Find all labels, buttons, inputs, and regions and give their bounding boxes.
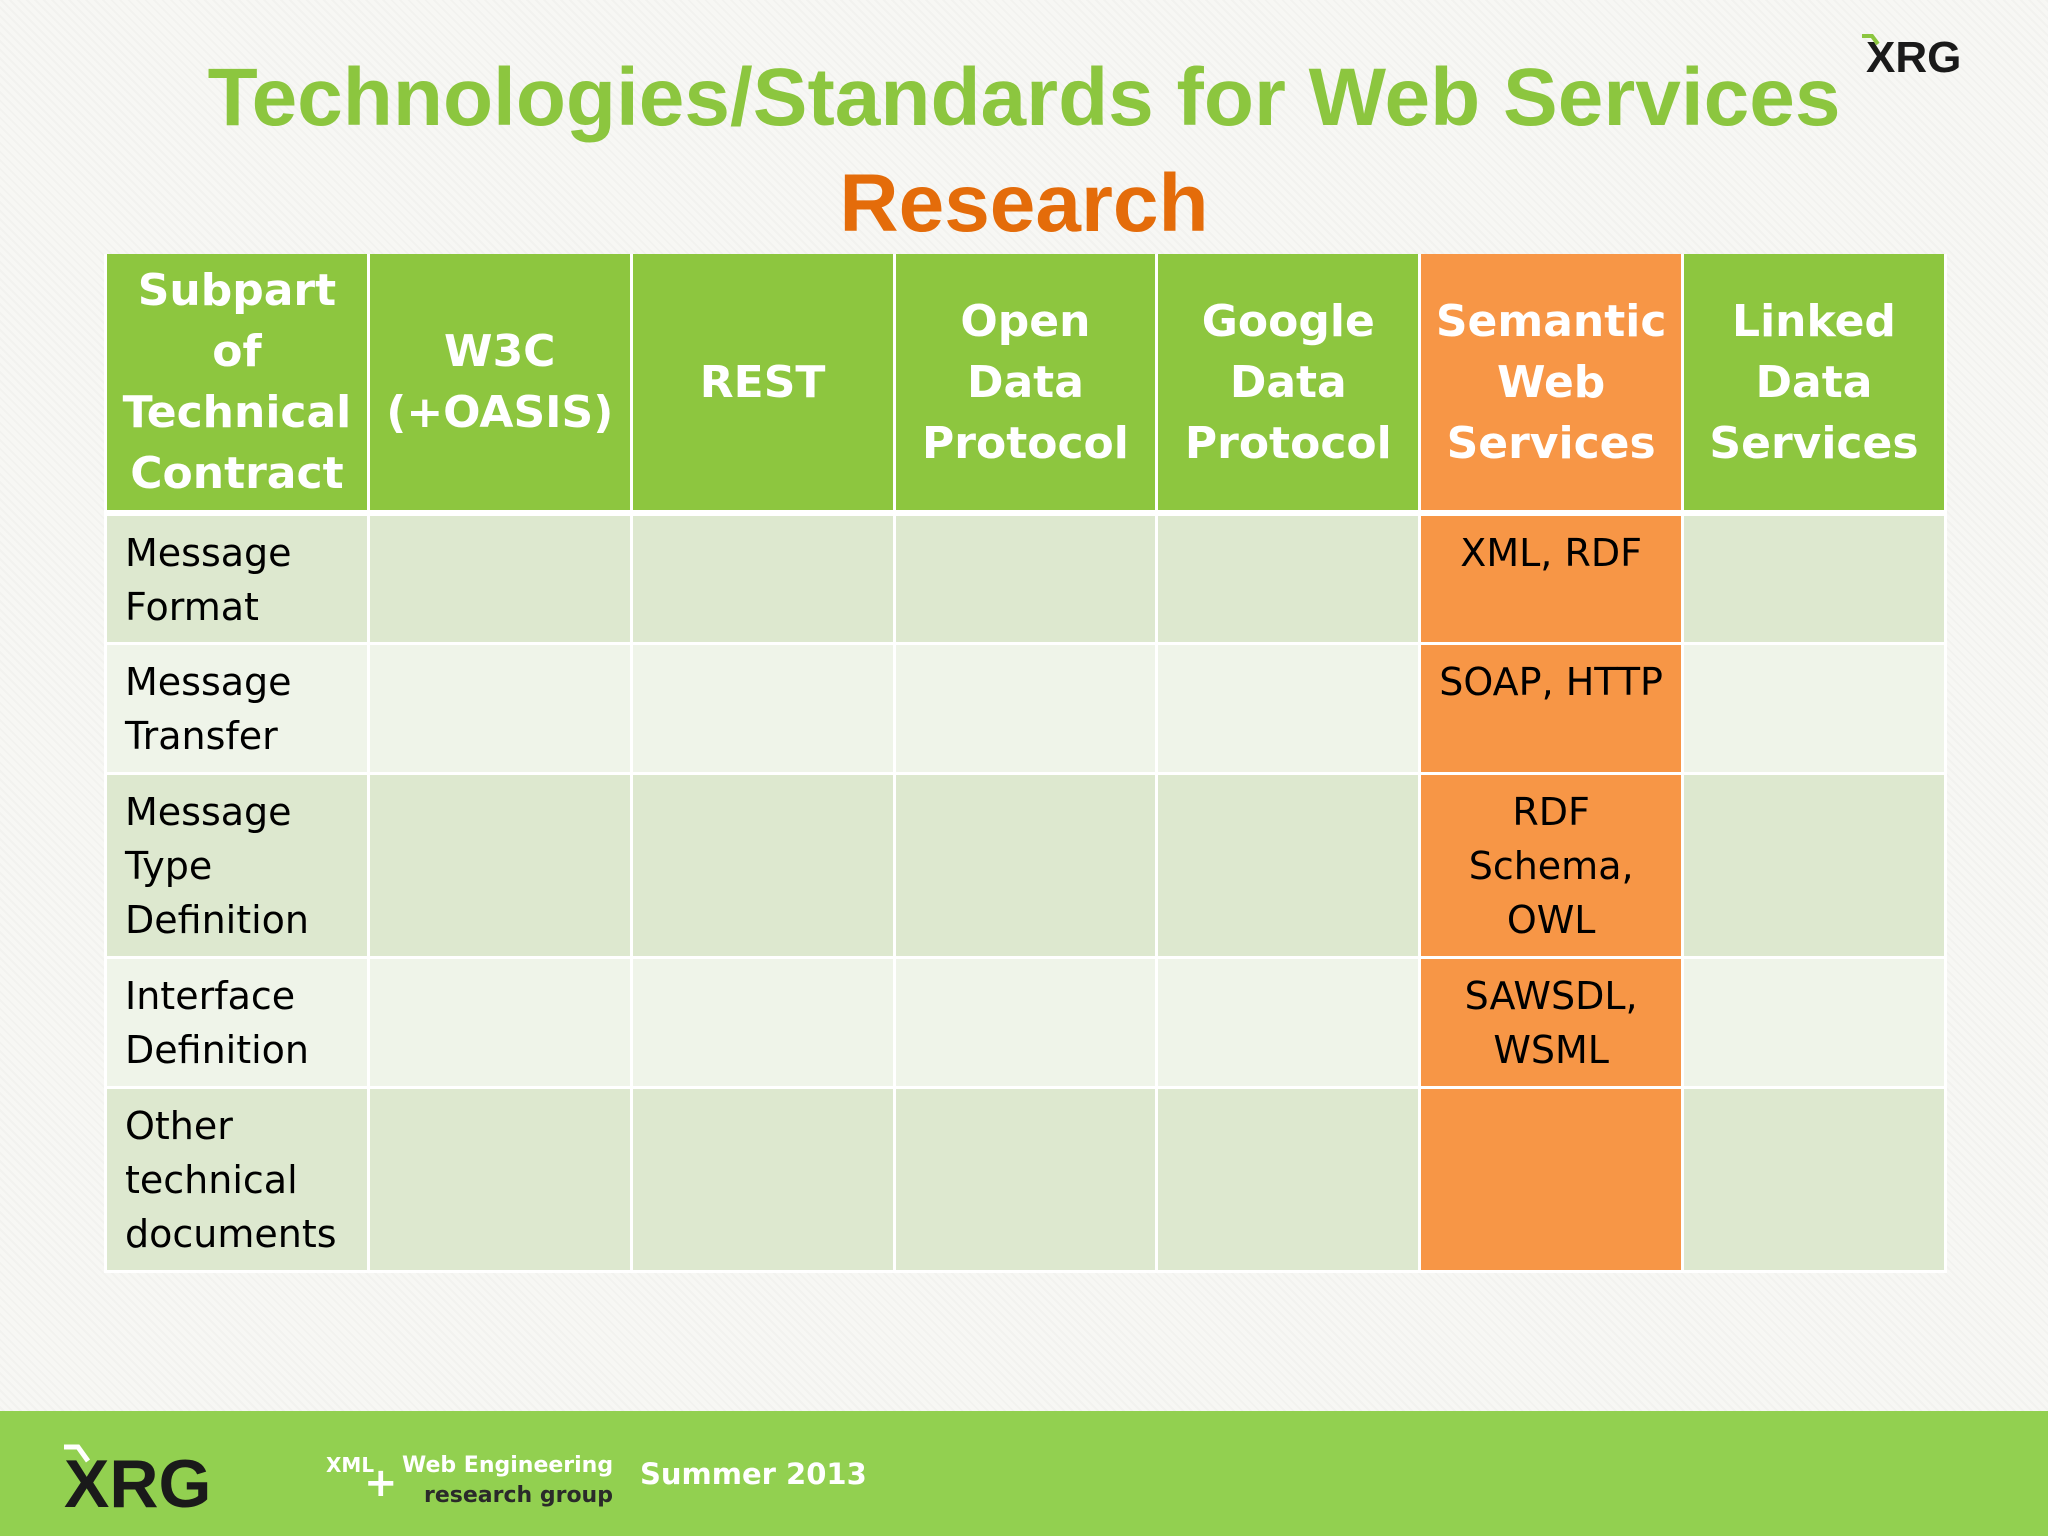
table-cell (366, 771, 633, 959)
standards-table: Subpart of Technical Contract W3C (+OASIS… (104, 254, 1947, 1273)
table-cell (366, 955, 633, 1089)
table-cell: SAWSDL, WSML (1418, 955, 1685, 1089)
footer-tag-group: research group (424, 1483, 613, 1508)
table-cell (1681, 955, 1947, 1089)
table-cell: XML, RDF (1418, 511, 1685, 645)
table-cell (892, 1085, 1159, 1273)
table-row: Interface Definition SAWSDL, WSML (104, 955, 1947, 1089)
column-header: REST (629, 254, 896, 516)
table-cell (1681, 771, 1947, 959)
table-cell (892, 771, 1159, 959)
table-cell (892, 511, 1159, 645)
table-cell (629, 771, 896, 959)
table-cell: SOAP, HTTP (1418, 641, 1685, 775)
table-cell (366, 511, 633, 645)
table-row: Message Transfer SOAP, HTTP (104, 641, 1947, 775)
xrg-footer-logo-icon: XRG (64, 1444, 211, 1521)
table-cell (1155, 511, 1422, 645)
svg-text:XRG: XRG (64, 1446, 211, 1521)
table-cell (629, 641, 896, 775)
column-header: Subpart of Technical Contract (104, 254, 370, 516)
table-cell (1155, 771, 1422, 959)
table-row: Message Type Definition RDF Schema, OWL (104, 771, 1947, 959)
slide-title: Technologies/Standards for Web Services (207, 52, 1841, 143)
column-header: Open Data Protocol (892, 254, 1159, 516)
xrg-logo-icon: XRG (1862, 33, 1961, 82)
table-cell: RDF Schema, OWL (1418, 771, 1685, 959)
footer-date: Summer 2013 (640, 1457, 867, 1491)
table-cell (366, 1085, 633, 1273)
table-row: Message Format XML, RDF (104, 511, 1947, 645)
table-cell (629, 955, 896, 1089)
footer-plus: + (364, 1460, 398, 1506)
table-cell (366, 641, 633, 775)
slide-subtitle: Research (839, 158, 1209, 249)
table-row: Other technical documents (104, 1085, 1947, 1273)
row-label: Other technical documents (104, 1085, 370, 1273)
table-cell (1418, 1085, 1685, 1273)
table-cell (892, 641, 1159, 775)
table-cell (1155, 1085, 1422, 1273)
footer-bar: XRG XML + Web Engineering research group… (0, 1411, 2048, 1536)
table-cell (1681, 1085, 1947, 1273)
row-label: Interface Definition (104, 955, 370, 1089)
table-cell (1155, 641, 1422, 775)
column-header: Google Data Protocol (1155, 254, 1422, 516)
table-cell (1155, 955, 1422, 1089)
row-label: Message Type Definition (104, 771, 370, 959)
column-header: Semantic Web Services (1418, 254, 1685, 516)
row-label: Message Format (104, 511, 370, 645)
footer-tag-xml: XML (326, 1453, 375, 1477)
column-header: W3C (+OASIS) (366, 254, 633, 516)
column-header: Linked Data Services (1681, 254, 1947, 516)
table-cell (629, 511, 896, 645)
table-cell (1681, 511, 1947, 645)
row-label: Message Transfer (104, 641, 370, 775)
footer-tag-web: Web Engineering (402, 1453, 614, 1478)
table-cell (1681, 641, 1947, 775)
svg-text:XRG: XRG (1866, 33, 1961, 82)
table-cell (892, 955, 1159, 1089)
table-cell (629, 1085, 896, 1273)
table-header-row: Subpart of Technical Contract W3C (+OASIS… (104, 254, 1947, 516)
